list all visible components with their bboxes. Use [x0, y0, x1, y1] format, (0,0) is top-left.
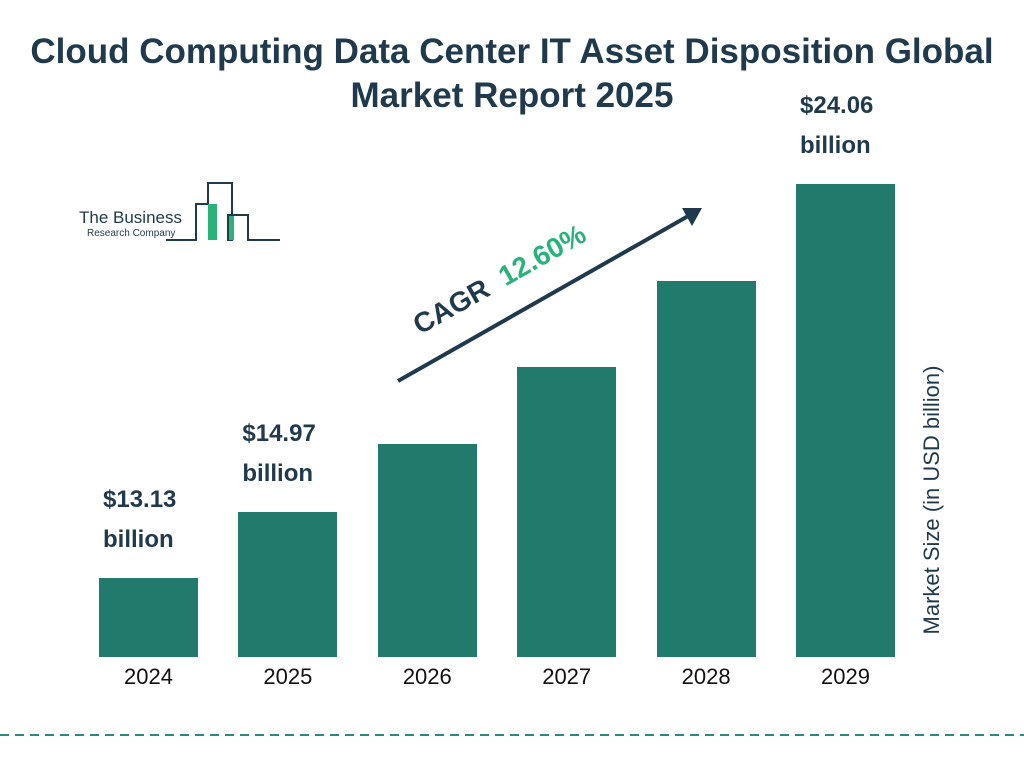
- chart-title: Cloud Computing Data Center IT Asset Dis…: [30, 32, 994, 115]
- logo: The Business Research Company: [79, 182, 280, 241]
- value-label: $14.97 billion: [242, 419, 316, 487]
- x-tick-label: 2024: [124, 664, 173, 689]
- x-tick-label: 2029: [821, 664, 870, 689]
- x-tick-label: 2028: [681, 664, 731, 689]
- x-tick-label: 2025: [263, 664, 313, 689]
- y-axis-label: Market Size (in USD billion): [919, 365, 944, 635]
- logo-bar: [229, 216, 234, 240]
- logo-text: The Business: [79, 208, 182, 227]
- cagr-label: CAGR: [408, 273, 495, 341]
- bar: [796, 184, 895, 657]
- logo-bar: [208, 204, 217, 240]
- logo-outline: [166, 182, 280, 241]
- x-tick-label: 2026: [402, 664, 452, 689]
- arrow-head: [682, 208, 702, 226]
- x-tick-label: 2027: [542, 664, 592, 689]
- value-label: $13.13 billion: [103, 486, 177, 553]
- bar: [238, 511, 338, 657]
- bar: [377, 443, 477, 657]
- bar: [99, 578, 198, 657]
- logo-subtext: Research Company: [87, 228, 175, 239]
- value-label: $24.06 billion: [800, 92, 874, 159]
- cagr-arrow: [397, 213, 691, 383]
- bar: [656, 280, 756, 657]
- bar: [517, 367, 617, 657]
